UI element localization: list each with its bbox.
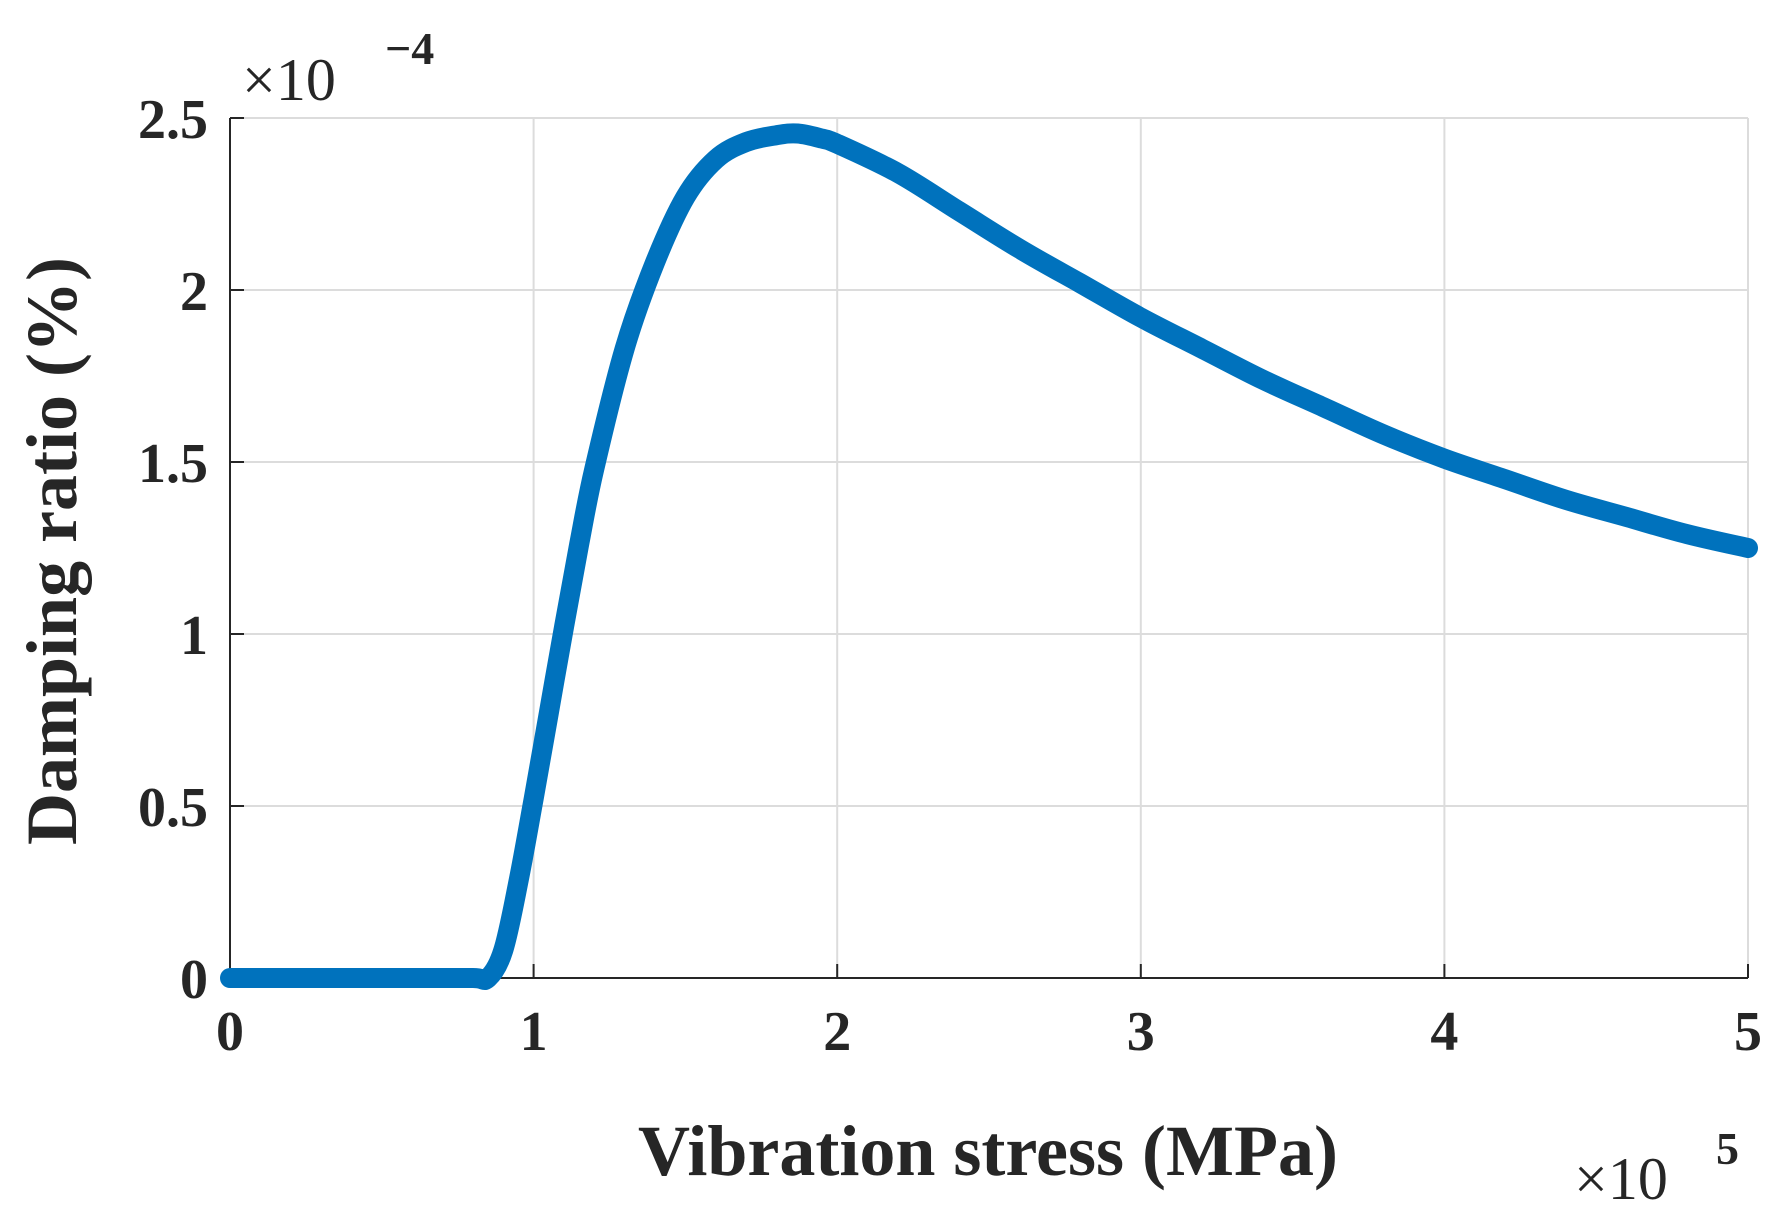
damping-ratio-series-line — [220, 123, 1758, 990]
x-tick-label: 0 — [216, 1001, 244, 1063]
x-tick-label: 3 — [1127, 1001, 1155, 1063]
y-tick-label: 1 — [180, 605, 208, 667]
tick-labels: 0 1 2 3 4 5 0 0.5 1 1.5 2 2.5 — [138, 89, 1762, 1063]
x-tick-label: 5 — [1734, 1001, 1762, 1063]
y-tick-label: 0.5 — [138, 777, 208, 839]
x-multiplier-exponent: 5 — [1716, 1123, 1739, 1174]
y-axis-label: Damping ratio (%) — [12, 257, 92, 845]
x-axis-label: Vibration stress (MPa) — [638, 1111, 1338, 1191]
series-layer — [220, 123, 1758, 990]
y-multiplier-exponent: −4 — [385, 23, 434, 74]
grid — [229, 117, 1749, 979]
y-tick-label: 2 — [180, 261, 208, 323]
x-tick-label: 1 — [520, 1001, 548, 1063]
y-multiplier-base: ×10 — [242, 47, 336, 113]
y-tick-label: 0 — [180, 949, 208, 1011]
y-multiplier: ×10 −4 — [242, 23, 434, 113]
y-tick-label: 2.5 — [138, 89, 208, 151]
x-multiplier: ×10 5 — [1574, 1123, 1739, 1212]
axes — [229, 117, 1749, 979]
x-tick-label: 2 — [823, 1001, 851, 1063]
y-tick-label: 1.5 — [138, 433, 208, 495]
x-tick-label: 4 — [1430, 1001, 1458, 1063]
x-multiplier-base: ×10 — [1574, 1146, 1668, 1212]
